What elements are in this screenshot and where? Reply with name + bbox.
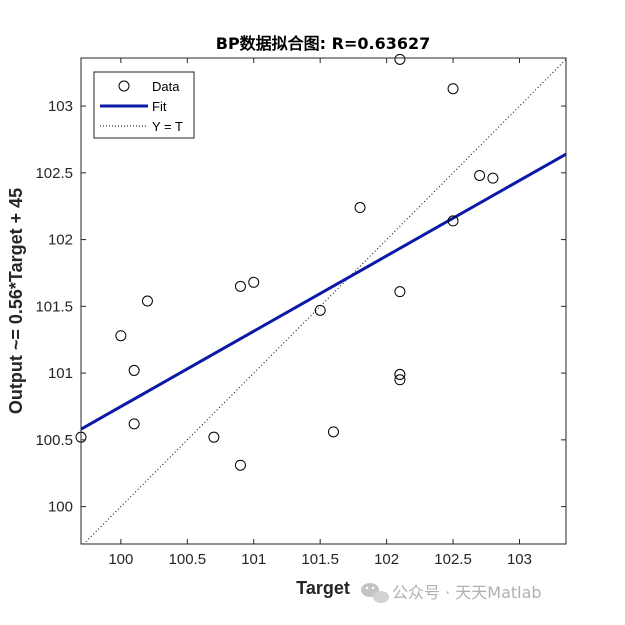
y-tick-label: 100 bbox=[48, 499, 73, 516]
x-tick-label: 103 bbox=[507, 551, 532, 568]
data-point bbox=[394, 53, 406, 65]
data-point bbox=[128, 418, 140, 430]
plot-border bbox=[80, 57, 567, 545]
legend-data-marker bbox=[118, 80, 130, 92]
y-tick-label: 101.5 bbox=[35, 298, 73, 315]
data-point bbox=[447, 83, 459, 95]
wechat-logo-icon bbox=[361, 583, 389, 603]
x-tick-label: 100 bbox=[108, 551, 133, 568]
data-point bbox=[327, 426, 339, 438]
data-point bbox=[394, 286, 406, 298]
x-tick-label: 101 bbox=[241, 551, 266, 568]
legend-data-label: Data bbox=[152, 79, 180, 94]
data-point bbox=[234, 459, 246, 471]
watermark-text: 公众号 · 天天Matlab bbox=[392, 583, 542, 602]
data-point bbox=[314, 304, 326, 316]
legend-identity-label: Y = T bbox=[152, 119, 183, 134]
y-axis-label: Output ~= 0.56*Target + 45 bbox=[6, 188, 26, 414]
y-tick-label: 102 bbox=[48, 232, 73, 249]
x-axis-label: Target bbox=[296, 578, 350, 598]
watermark: 公众号 · 天天Matlab bbox=[361, 583, 542, 603]
data-point bbox=[354, 202, 366, 214]
data-point bbox=[128, 364, 140, 376]
plot-area bbox=[81, 58, 566, 544]
legend-fit-label: Fit bbox=[152, 99, 167, 114]
data-point bbox=[141, 295, 153, 307]
data-point bbox=[487, 172, 499, 184]
data-point bbox=[115, 330, 127, 342]
data-point bbox=[394, 368, 406, 380]
data-point bbox=[248, 276, 260, 288]
data-point bbox=[394, 374, 406, 386]
chart-title: BP数据拟合图: R=0.63627 bbox=[216, 34, 431, 53]
y-tick-label: 102.5 bbox=[35, 165, 73, 182]
y-tick-label: 101 bbox=[48, 365, 73, 382]
x-tick-label: 102.5 bbox=[434, 551, 472, 568]
data-point bbox=[447, 215, 459, 227]
y-tick-label: 100.5 bbox=[35, 432, 73, 449]
data-point bbox=[234, 280, 246, 292]
fit-line bbox=[81, 152, 566, 431]
x-tick-label: 102 bbox=[374, 551, 399, 568]
x-tick-label: 100.5 bbox=[169, 551, 207, 568]
data-point bbox=[474, 169, 486, 181]
x-tick-label: 101.5 bbox=[301, 551, 339, 568]
legend: Data Fit Y = T bbox=[93, 71, 195, 139]
data-point bbox=[208, 431, 220, 443]
y-tick-label: 103 bbox=[48, 98, 73, 115]
identity-line bbox=[82, 58, 566, 544]
